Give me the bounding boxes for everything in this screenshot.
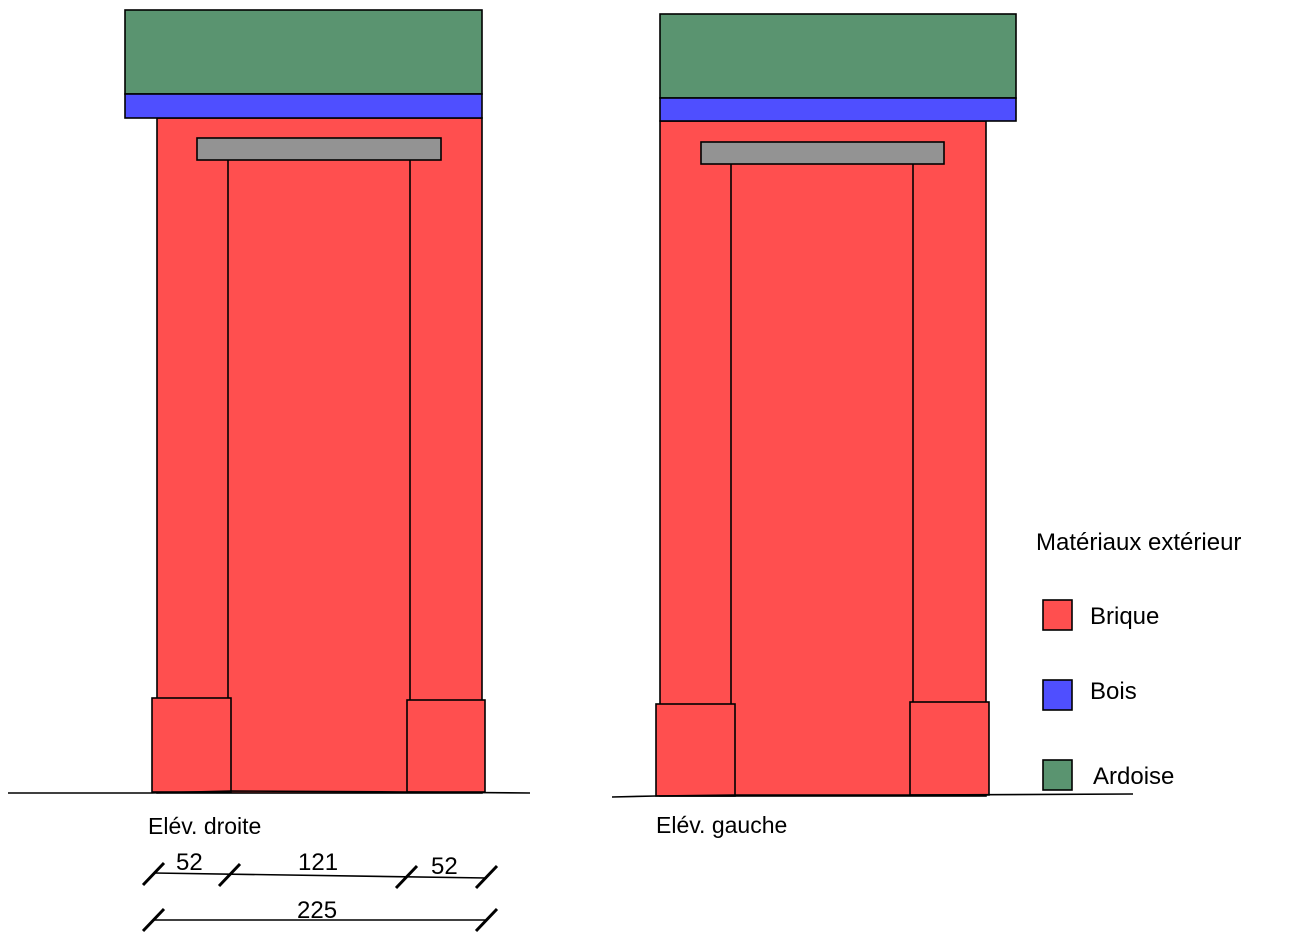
dimension-lines: 52 121 52 225 — [141, 849, 499, 933]
plinth-right — [909, 701, 990, 796]
wood-band — [124, 93, 483, 119]
dimension-value: 52 — [176, 849, 203, 876]
dimension-tick — [474, 907, 499, 933]
elevation-right: Elév. droite — [8, 9, 531, 839]
stone-lintel — [196, 137, 442, 161]
legend: Matériaux extérieur Brique Bois Ardoise — [1036, 529, 1241, 791]
legend-label-bois: Bois — [1090, 678, 1137, 705]
elevation-label: Elév. droite — [148, 813, 261, 839]
dimension-tick — [141, 907, 166, 933]
dimension-line-partial — [153, 872, 488, 879]
legend-label-ardoise: Ardoise — [1093, 763, 1174, 790]
plinth-right — [406, 699, 486, 793]
slate-cap — [124, 9, 483, 95]
legend-label-brique: Brique — [1090, 603, 1159, 630]
dimension-value: 225 — [297, 897, 337, 924]
plinth-left — [655, 703, 736, 797]
ground-line — [8, 790, 531, 794]
legend-swatch-bois — [1042, 679, 1073, 711]
ground-line — [611, 793, 1134, 798]
legend-swatch-ardoise — [1042, 759, 1073, 791]
dimension-tick — [217, 862, 242, 888]
legend-swatch-brique — [1042, 599, 1073, 631]
dimension-tick — [474, 864, 499, 890]
plinth-left — [151, 697, 232, 793]
dimension-tick — [394, 864, 419, 890]
dimension-tick — [141, 861, 166, 887]
dimension-value: 121 — [298, 849, 338, 876]
dimension-value: 52 — [431, 853, 458, 880]
stone-lintel — [700, 141, 945, 165]
slate-cap — [659, 13, 1017, 99]
elevation-left: Elév. gauche — [611, 13, 1134, 838]
brick-wall — [156, 117, 483, 794]
brick-wall — [659, 120, 987, 797]
elevation-label: Elév. gauche — [656, 812, 787, 838]
legend-title: Matériaux extérieur — [1036, 529, 1241, 556]
wood-band — [659, 97, 1017, 122]
